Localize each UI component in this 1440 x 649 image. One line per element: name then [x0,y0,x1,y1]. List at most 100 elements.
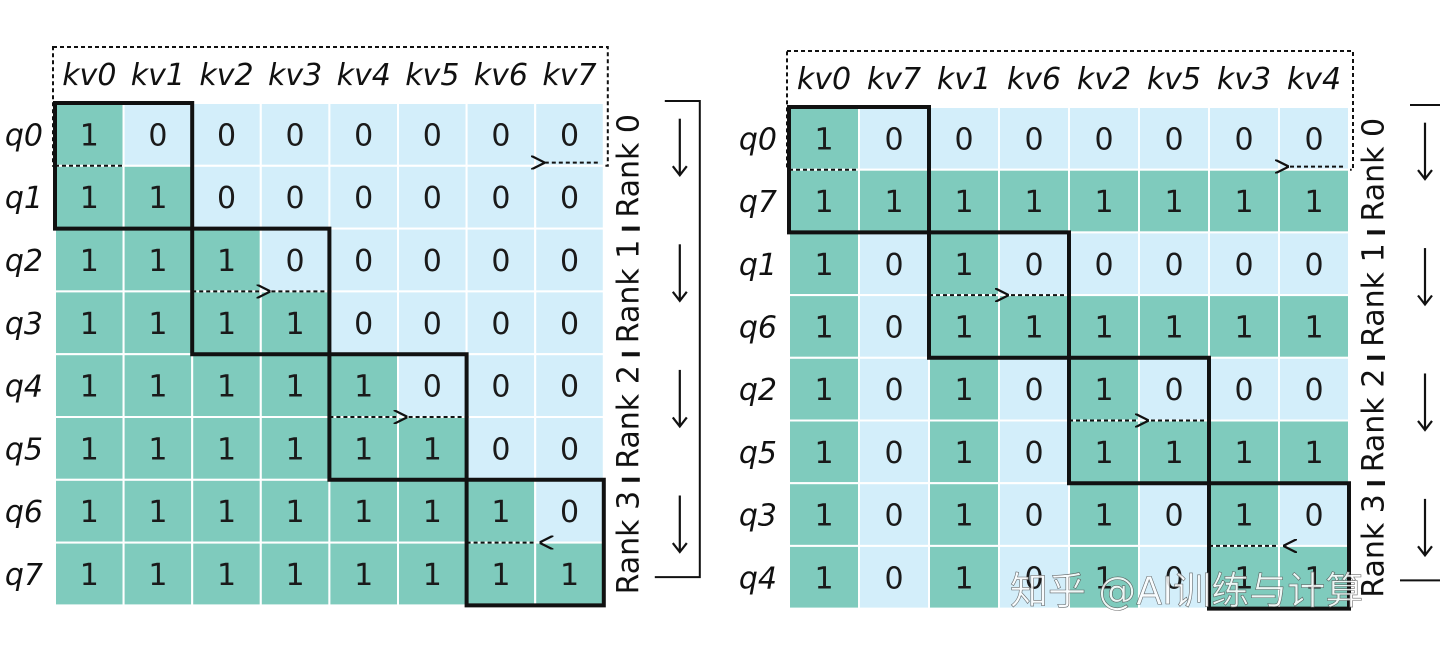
mask-cell-value: 0 [1024,499,1043,534]
mask-cell-value: 0 [1164,122,1183,157]
mask-cell-value: 1 [80,495,99,530]
mask-cell-value: 1 [1234,561,1253,596]
mask-cell [1138,544,1210,610]
mask-cell-value: 0 [1304,122,1323,157]
mask-cell-value: 1 [354,432,373,467]
mask-cell-value: 0 [1234,248,1253,283]
mask-cell [928,168,1000,234]
mask-cell-value: 1 [1094,499,1113,534]
mask-cell [465,227,537,293]
mask-cell-value: 0 [1304,373,1323,408]
rank-label: Rank 3 [1357,494,1392,598]
mask-cell [54,478,125,544]
mask-cell-value: 1 [491,558,510,593]
mask-cell-value: 0 [423,181,442,216]
mask-cell [1068,106,1140,171]
mask-cell-value: 1 [217,495,236,530]
mask-cell-value: 1 [354,495,373,530]
rank-label: Rank 2 [611,365,646,469]
column-label: kv0 [62,58,116,93]
mask-cell [1208,419,1280,485]
mask-cell-value: 0 [217,118,236,153]
rank-label: Rank 1 [611,240,646,344]
mask-cell-value: 1 [286,558,305,593]
mask-cell-value: 0 [1164,373,1183,408]
mask-cell [998,419,1070,485]
mask-cell-value: 1 [1094,436,1113,471]
mask-cell-value: 0 [884,122,903,157]
mask-cell-value: 1 [954,248,973,283]
mask-cell-value: 1 [1094,185,1113,220]
mask-cell-value: 1 [814,122,833,157]
down-arrow-head-icon [1417,169,1433,181]
mask-cell [54,541,125,607]
mask-cell-value: 0 [1024,248,1043,283]
mask-cell [1138,106,1210,171]
row-label: q2 [5,244,43,279]
mask-cell [1068,544,1140,610]
mask-cell [998,544,1070,610]
mask-cell [1208,106,1280,171]
mask-cell-value: 0 [884,561,903,596]
mask-cell-value: 0 [491,181,510,216]
mask-cell-value: 0 [491,244,510,279]
column-label: kv1 [937,62,991,97]
row-label: q4 [739,561,777,596]
mask-cell-value: 1 [286,370,305,405]
mask-cell [328,290,399,356]
mask-cell-value: 1 [1164,185,1183,220]
mask-cell [465,290,537,356]
mask-cell-value: 1 [80,558,99,593]
mask-cell-value: 1 [217,432,236,467]
mask-cell [998,482,1070,547]
mask-cell [397,541,468,607]
mask-cell-value: 0 [491,307,510,342]
mask-cell [1138,482,1210,547]
mask-cell-value: 0 [1094,122,1113,157]
mask-cell [534,541,605,607]
rank-label: Rank 3 [611,491,646,595]
mask-cell-value: 1 [80,432,99,467]
mask-cell-value: 1 [954,310,973,345]
column-label: kv2 [1077,62,1131,97]
mask-cell [397,102,468,167]
mask-cell-value: 1 [814,499,833,534]
mask-cell-value: 0 [1094,248,1113,283]
mask-cell-value: 1 [80,244,99,279]
mask-cell-value: 1 [814,561,833,596]
mask-cell-value: 1 [286,495,305,530]
mask-cell [328,478,399,544]
mask-cell-value: 0 [1164,561,1183,596]
mask-cell-value: 1 [148,370,167,405]
mask-cell [1278,168,1350,234]
mask-cell-value: 0 [1164,248,1183,283]
mask-cell-value: 1 [423,558,442,593]
column-label: kv4 [337,58,391,93]
mask-cell-value: 1 [1304,561,1323,596]
mask-cell-value: 1 [80,370,99,405]
mask-cell-value: 1 [954,499,973,534]
mask-cell-value: 0 [560,244,579,279]
mask-cell-value: 0 [286,181,305,216]
mask-cell-value: 1 [1094,561,1113,596]
column-label: kv4 [1287,62,1341,97]
mask-cell-value: 1 [954,436,973,471]
down-arrow-head-icon [1417,420,1433,432]
mask-cell [191,541,262,607]
mask-cell-value: 0 [884,373,903,408]
column-label: kv5 [405,58,459,93]
rank-label: Rank 2 [1357,369,1392,473]
mask-cell-value: 0 [1024,561,1043,596]
mask-cell-value: 0 [884,499,903,534]
row-label: q5 [5,432,43,467]
panel-left: kv0 kv1 kv2 kv3 kv4 kv5 kv6 kv7 q0 q1 q2 q3 q4 q5 q6 q7… [5,46,701,608]
down-arrow-head-icon [671,416,688,429]
mask-cell-value: 1 [80,307,99,342]
down-arrow-head-icon [1417,545,1433,558]
column-label: kv5 [1147,62,1201,97]
mask-cell [122,416,194,481]
mask-cell-value: 1 [491,495,510,530]
mask-cell [1278,106,1350,171]
mask-cell-value: 0 [491,370,510,405]
